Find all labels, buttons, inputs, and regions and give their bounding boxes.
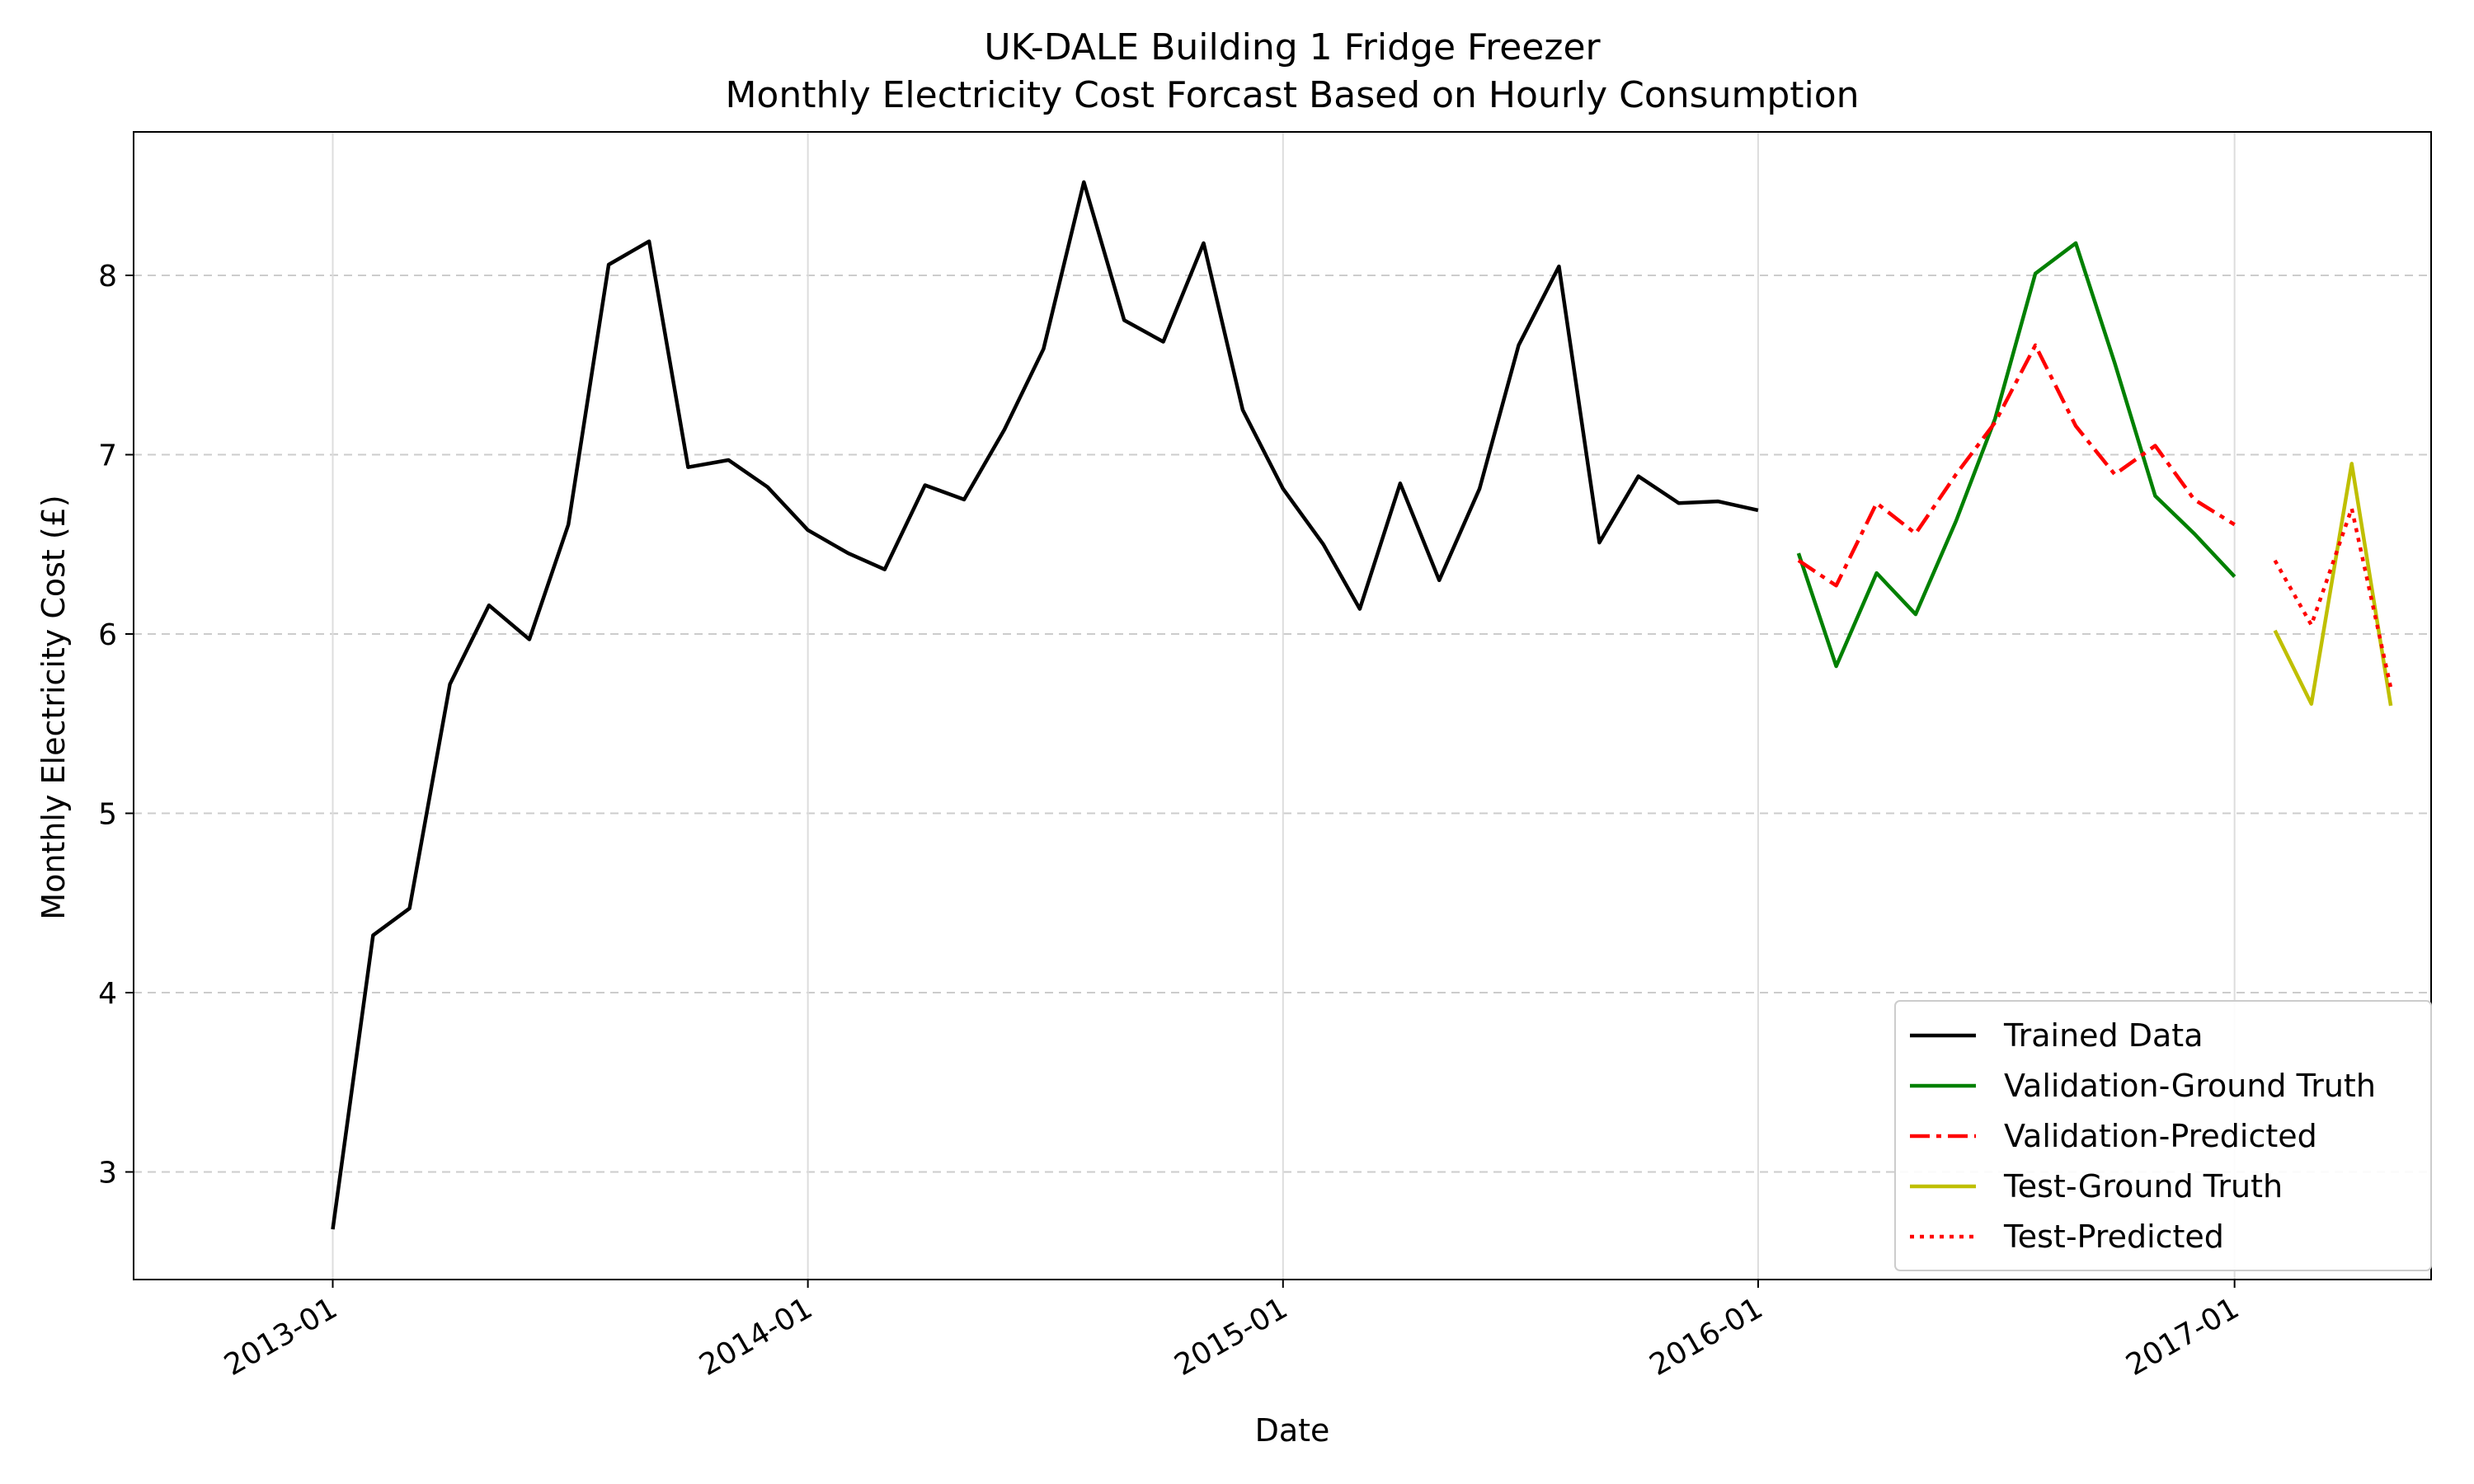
legend-label: Validation-Ground Truth — [2004, 1068, 2376, 1104]
data-point-test-ground-truth — [2350, 462, 2354, 465]
data-point-test-ground-truth — [2310, 702, 2313, 706]
legend-label: Test-Ground Truth — [2003, 1168, 2283, 1205]
y-tick-label: 6 — [98, 618, 117, 652]
data-point-validation-ground-truth — [1954, 519, 1958, 523]
data-point-trained-data — [1122, 318, 1126, 322]
data-point-validation-predicted — [2193, 498, 2196, 501]
legend-label: Trained Data — [2003, 1017, 2204, 1054]
data-point-trained-data — [1517, 344, 1521, 347]
data-point-trained-data — [883, 568, 887, 571]
data-point-trained-data — [727, 458, 730, 462]
data-point-trained-data — [332, 1228, 335, 1231]
data-point-trained-data — [1202, 242, 1206, 245]
data-point-trained-data — [1399, 481, 1402, 485]
data-point-trained-data — [528, 638, 531, 641]
series-line-test-ground-truth — [2273, 462, 2393, 707]
data-point-validation-predicted — [1954, 472, 1958, 476]
data-point-test-predicted — [2310, 623, 2313, 627]
data-point-trained-data — [1082, 181, 1085, 184]
data-point-validation-predicted — [2113, 472, 2116, 476]
data-point-validation-ground-truth — [1875, 571, 1879, 575]
data-point-trained-data — [487, 603, 491, 607]
data-point-validation-predicted — [1875, 501, 1879, 505]
series-line-validation-ground-truth — [1796, 241, 2236, 669]
legend-label: Test-Predicted — [2003, 1219, 2224, 1255]
data-point-trained-data — [647, 240, 651, 243]
data-point-trained-data — [1437, 579, 1441, 582]
data-point-validation-predicted — [2153, 444, 2157, 448]
data-point-trained-data — [1003, 428, 1006, 431]
data-point-trained-data — [1557, 265, 1560, 268]
data-point-trained-data — [607, 263, 610, 266]
data-point-validation-ground-truth — [2153, 495, 2157, 498]
data-point-trained-data — [1597, 541, 1601, 544]
data-point-trained-data — [1282, 487, 1285, 491]
series-layer — [331, 180, 2393, 1231]
data-point-validation-predicted — [1797, 559, 1800, 562]
data-point-validation-ground-truth — [2074, 242, 2077, 245]
data-point-validation-predicted — [1835, 584, 1838, 587]
data-point-validation-ground-truth — [1835, 665, 1838, 668]
data-point-validation-ground-truth — [2193, 532, 2196, 535]
data-point-trained-data — [1322, 542, 1325, 546]
data-point-validation-predicted — [2034, 344, 2037, 347]
y-axis-label: Monthly Electricity Cost (£) — [35, 495, 72, 919]
series-line-trained-data — [331, 180, 1759, 1230]
data-point-validation-ground-truth — [1797, 552, 1800, 555]
data-point-trained-data — [686, 466, 689, 469]
data-point-validation-predicted — [1993, 420, 1997, 424]
legend: Trained Data Validation-Ground Truth Valid… — [1894, 1000, 2432, 1271]
data-point-trained-data — [1241, 408, 1244, 411]
chart-title: UK-DALE Building 1 Fridge Freezer — [984, 26, 1601, 68]
y-tick-label: 5 — [98, 798, 117, 832]
data-point-trained-data — [1677, 501, 1681, 505]
legend-label: Validation-Predicted — [2004, 1118, 2317, 1154]
data-point-validation-ground-truth — [2233, 575, 2236, 578]
series-line-validation-predicted — [1797, 343, 2236, 588]
data-point-trained-data — [408, 907, 412, 910]
grid-layer — [134, 132, 2431, 1280]
data-point-trained-data — [371, 933, 374, 937]
data-point-validation-predicted — [1914, 532, 1917, 535]
data-point-trained-data — [766, 486, 769, 489]
data-point-test-ground-truth — [2274, 629, 2277, 632]
data-point-validation-ground-truth — [2034, 272, 2037, 275]
data-point-trained-data — [1478, 487, 1481, 491]
y-tick-label: 3 — [98, 1157, 117, 1190]
data-point-trained-data — [962, 498, 966, 501]
x-axis-label: Date — [1255, 1412, 1330, 1449]
legend-box — [1894, 1000, 2432, 1271]
data-point-validation-ground-truth — [1993, 417, 1997, 420]
chart-subtitle: Monthly Electricity Cost Forcast Based o… — [725, 74, 1859, 116]
data-point-validation-predicted — [2233, 523, 2236, 526]
y-tick-label: 7 — [98, 439, 117, 473]
data-point-test-predicted — [2274, 559, 2277, 562]
data-point-validation-ground-truth — [2113, 362, 2116, 365]
data-point-trained-data — [1358, 608, 1362, 611]
y-tick-label: 4 — [98, 977, 117, 1011]
data-point-trained-data — [449, 683, 452, 686]
y-tick-label: 8 — [98, 260, 117, 294]
data-point-test-ground-truth — [2389, 704, 2392, 707]
data-point-trained-data — [924, 484, 927, 487]
data-point-trained-data — [1716, 500, 1719, 503]
data-point-trained-data — [1162, 340, 1165, 344]
data-point-validation-ground-truth — [1914, 613, 1917, 616]
data-point-trained-data — [1637, 475, 1640, 478]
data-point-trained-data — [1757, 509, 1760, 512]
data-point-trained-data — [1042, 347, 1045, 350]
data-point-trained-data — [847, 552, 850, 555]
data-point-test-predicted — [2389, 686, 2392, 689]
data-point-test-predicted — [2350, 507, 2354, 510]
series-line-test-predicted — [2273, 506, 2393, 688]
data-point-validation-predicted — [2074, 425, 2077, 428]
data-point-trained-data — [807, 528, 810, 532]
data-point-trained-data — [567, 523, 570, 526]
